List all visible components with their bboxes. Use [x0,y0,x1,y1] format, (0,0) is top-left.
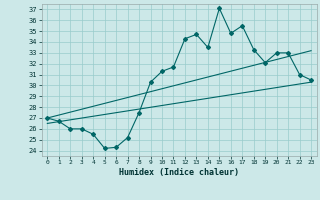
X-axis label: Humidex (Indice chaleur): Humidex (Indice chaleur) [119,168,239,177]
